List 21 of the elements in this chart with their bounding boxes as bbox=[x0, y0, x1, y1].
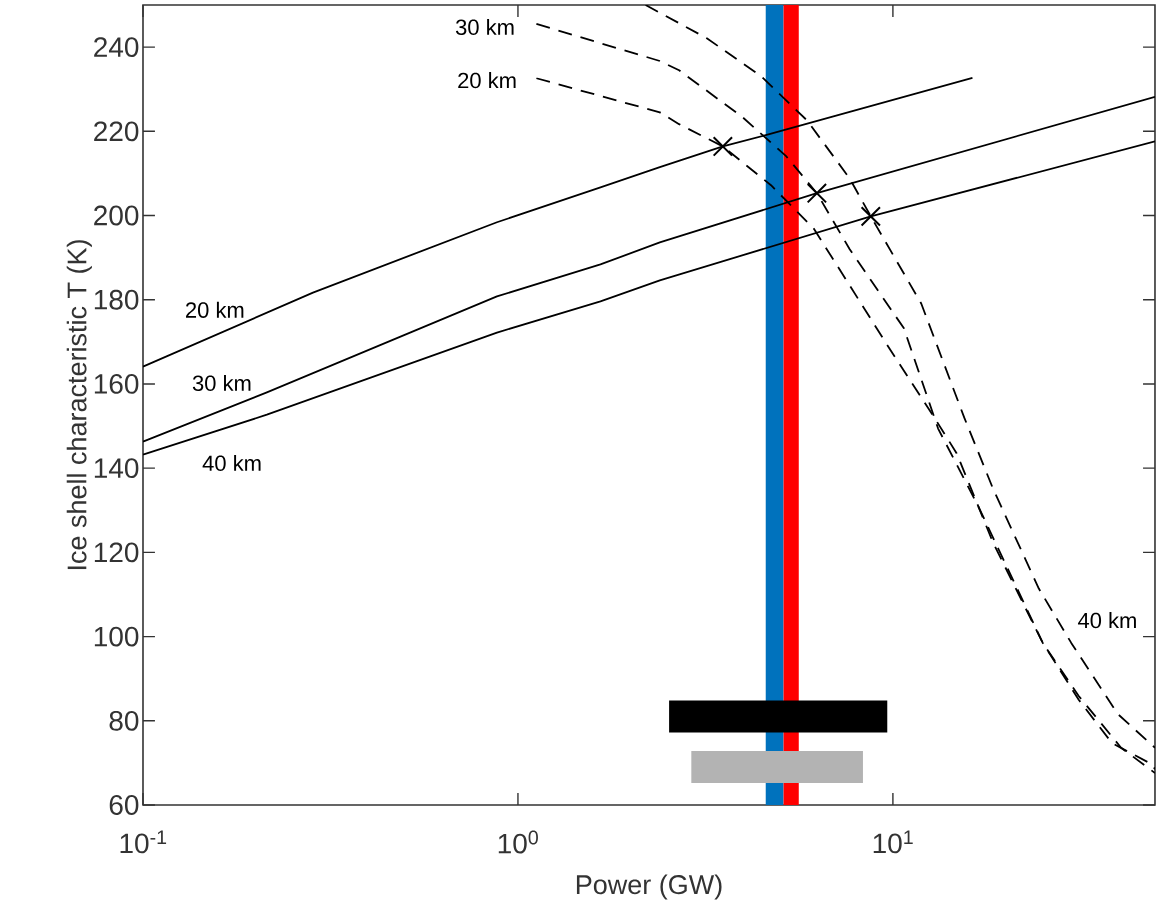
y-tick-label: 60 bbox=[109, 795, 139, 815]
x-tick-label: 10$^{0}$ bbox=[498, 830, 538, 854]
y-tick-label: 220 bbox=[94, 121, 139, 142]
y-tick-label: 240 bbox=[94, 37, 139, 57]
annotation: 40 km bbox=[1077, 612, 1136, 629]
y-axis-title: Ice shell characteristic T (K) bbox=[66, 240, 92, 570]
annotation: 30 km bbox=[455, 18, 514, 36]
y-tick-label: 160 bbox=[94, 374, 139, 394]
x-axis-title: Power (GW) bbox=[576, 874, 722, 900]
annotation: 20 km bbox=[186, 301, 244, 318]
y-tick-label: 100 bbox=[94, 626, 139, 647]
x-tick-label: 10$^{-1}$ bbox=[120, 830, 167, 854]
y-tick-label: 120 bbox=[94, 542, 139, 563]
y-tick-label: 80 bbox=[109, 710, 139, 731]
y-tick-label: 180 bbox=[94, 289, 139, 310]
annotation: 30 km bbox=[192, 374, 251, 392]
x-tick-label: 10$^{1}$ bbox=[873, 830, 913, 854]
annotation: 20 km bbox=[458, 72, 516, 89]
y-tick-label: 200 bbox=[94, 205, 139, 226]
annotation: 40 km bbox=[202, 454, 261, 472]
y-tick-label: 140 bbox=[94, 458, 139, 479]
